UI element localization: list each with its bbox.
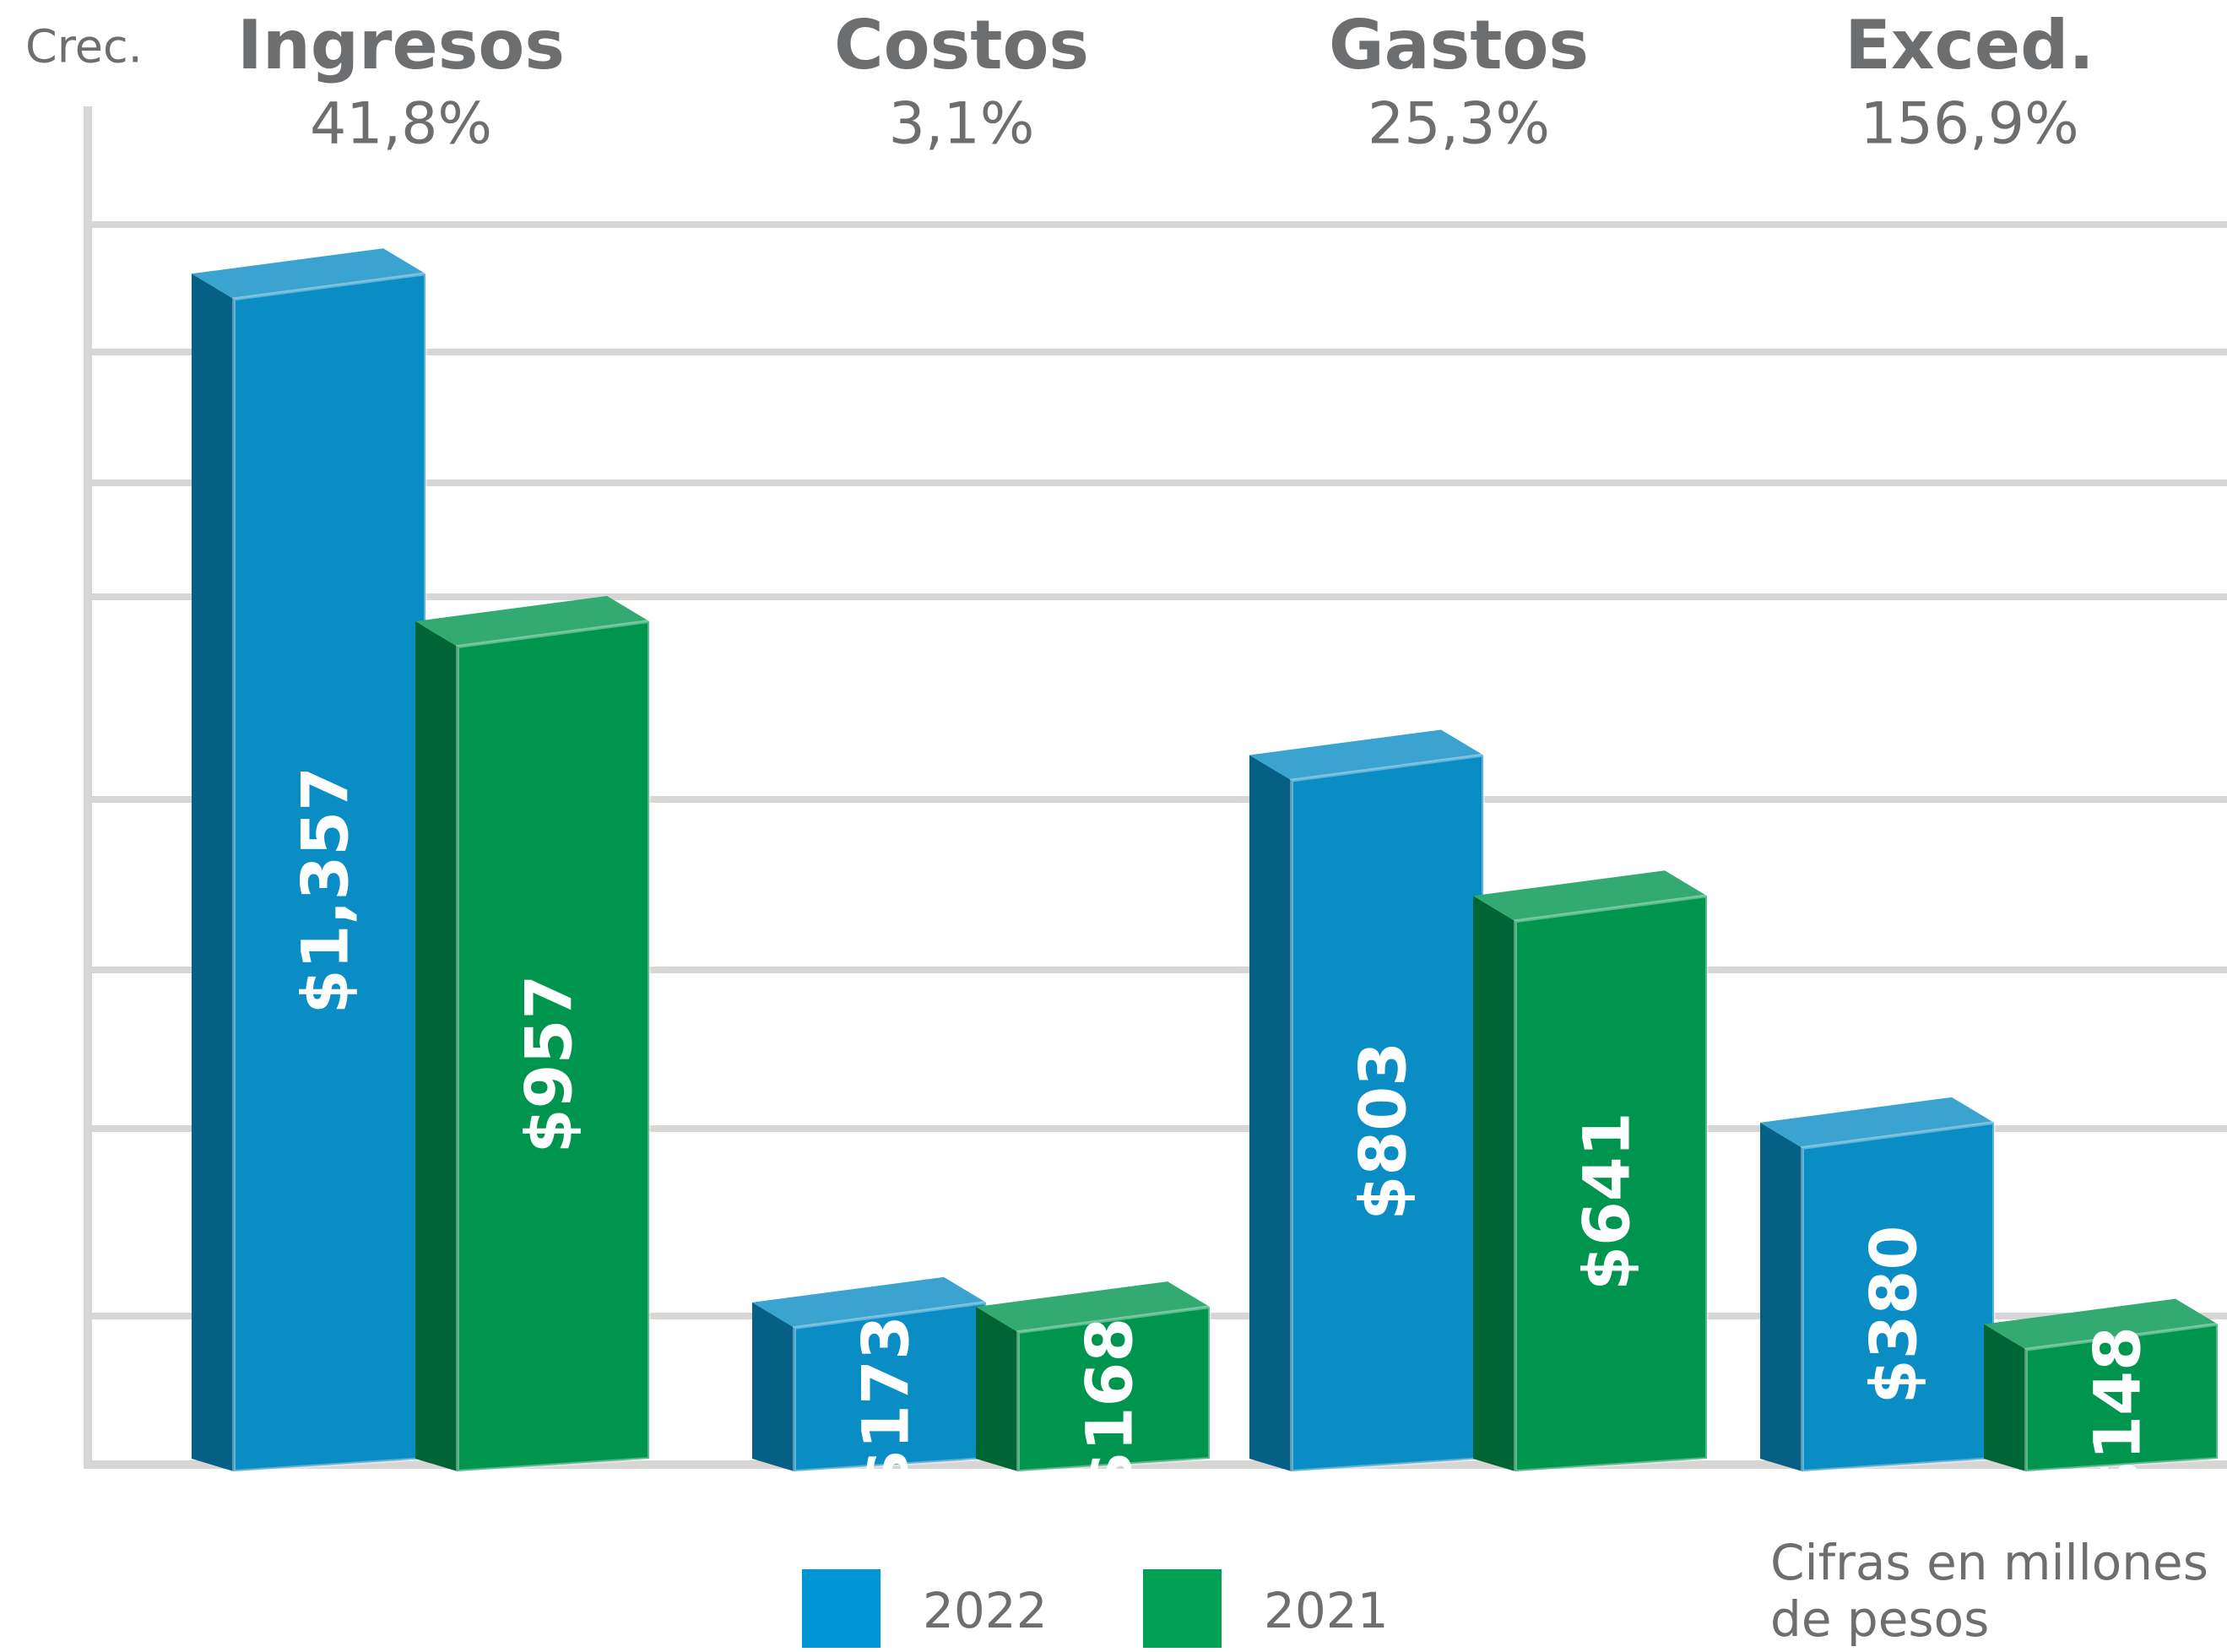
growth-title: Crec. — [25, 20, 143, 73]
legend-swatch — [1143, 1569, 1222, 1648]
bar — [1760, 1097, 1996, 1474]
bar-top-shade — [415, 595, 649, 647]
bar-top — [752, 1276, 986, 1328]
bar-top — [976, 1281, 1210, 1333]
bar-top — [1249, 729, 1483, 781]
value-label: $173 — [848, 1315, 923, 1494]
bar-side — [192, 274, 234, 1471]
bar — [752, 1276, 988, 1474]
bar-side-shade — [1760, 1122, 1802, 1471]
legend-label: 2021 — [1264, 1582, 1389, 1639]
bar-top — [1984, 1298, 2218, 1350]
bar-side — [1984, 1324, 2026, 1471]
bar-top-shade — [1249, 729, 1483, 781]
legend-label: 2022 — [923, 1582, 1048, 1639]
bar-side — [1249, 755, 1292, 1471]
bar — [1984, 1298, 2219, 1474]
bar-front — [1514, 893, 1709, 1474]
bar-top — [1760, 1097, 1994, 1148]
bar-top-shade — [1760, 1097, 1994, 1148]
bar-side — [752, 1302, 794, 1471]
growth-label: 156,9% — [1860, 91, 2078, 158]
bar-top-shade — [752, 1276, 986, 1328]
bar — [1473, 870, 1709, 1474]
legend-swatch — [802, 1569, 881, 1648]
value-label: $380 — [1856, 1226, 1931, 1405]
value-label: $803 — [1345, 1042, 1420, 1221]
bar — [976, 1281, 1211, 1474]
bar-top-shade — [192, 248, 425, 300]
note-line: Cifras en millones — [1770, 1534, 2208, 1591]
bar-front — [456, 619, 651, 1474]
bar-side-shade — [415, 620, 458, 1471]
bar-side — [1473, 896, 1515, 1471]
bar-side — [415, 620, 458, 1471]
bar — [1249, 729, 1485, 1474]
bar-top-shade — [976, 1281, 1210, 1333]
value-label: $148 — [2079, 1326, 2154, 1505]
bar-top — [192, 248, 425, 300]
growth-label: 25,3% — [1368, 91, 1550, 158]
bar-side — [1760, 1122, 1802, 1471]
growth-label: 41,8% — [310, 91, 492, 158]
bar — [415, 595, 651, 1474]
value-label: $168 — [1071, 1318, 1146, 1497]
category-label: Ingresos — [237, 6, 565, 84]
bar-side-shade — [192, 274, 234, 1471]
bar-side-shade — [976, 1307, 1018, 1471]
bar — [192, 248, 427, 1474]
bar-side-shade — [1984, 1324, 2026, 1471]
value-label: $1,357 — [287, 766, 362, 1014]
value-label: $641 — [1569, 1112, 1644, 1291]
bar-side-shade — [1249, 755, 1292, 1471]
category-label: Costos — [834, 6, 1089, 84]
bar-top-shade — [1473, 870, 1707, 922]
bar-front — [2024, 1322, 2219, 1474]
bar-side-shade — [1473, 896, 1515, 1471]
note-line: de pesos — [1770, 1590, 1989, 1648]
value-label: $957 — [511, 975, 586, 1154]
bar-top — [1473, 870, 1707, 922]
bar-front — [1016, 1304, 1211, 1474]
bar-top-shade — [1984, 1298, 2218, 1350]
bar-side-shade — [752, 1302, 794, 1471]
category-label: Gastos — [1329, 6, 1589, 84]
category-label: Exced. — [1845, 6, 2094, 84]
bar-top — [415, 595, 649, 647]
growth-label: 3,1% — [889, 91, 1035, 158]
bar-side — [976, 1307, 1018, 1471]
